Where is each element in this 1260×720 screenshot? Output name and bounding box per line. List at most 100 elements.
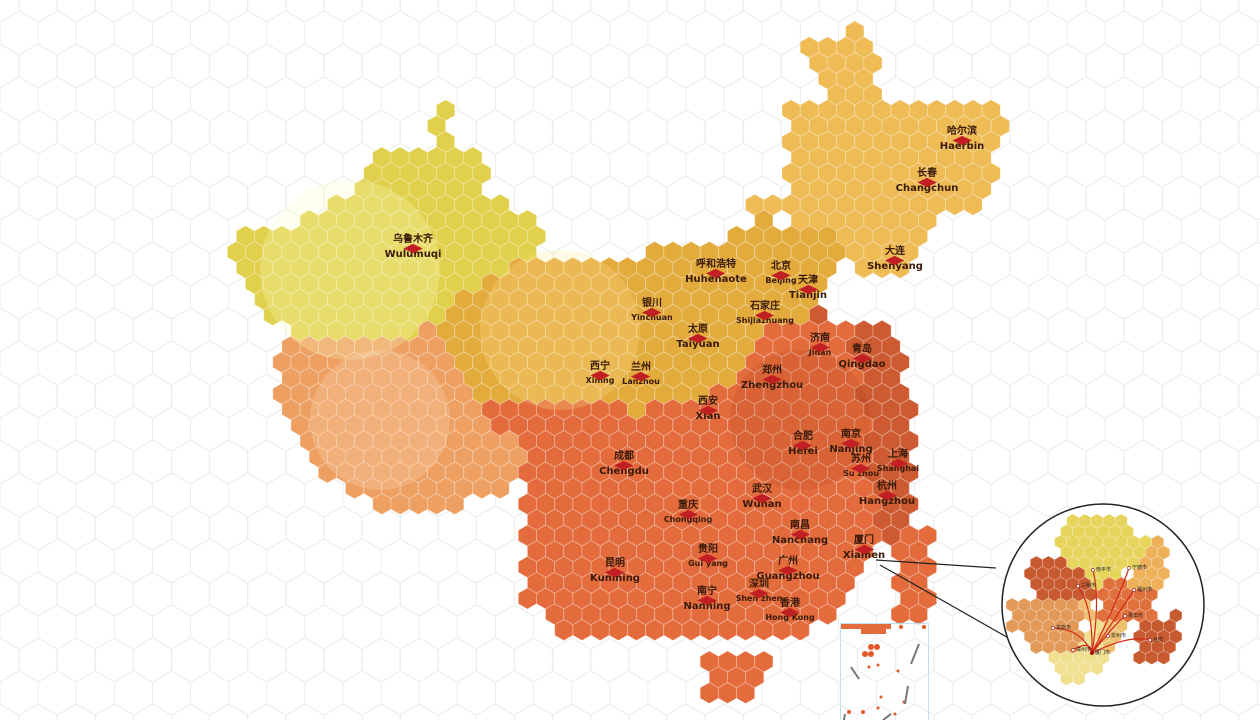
city-name-en: Shenyang: [867, 261, 923, 272]
hex-cell-northeast: [963, 193, 983, 216]
city-name-en: Chengdu: [599, 466, 649, 477]
city-name-en: Yinchuan: [631, 313, 673, 322]
city-name-en: Gui yang: [688, 559, 728, 568]
hex-cell-south: [818, 603, 837, 626]
city-nanjing[interactable]: 南京 Nanjing: [829, 430, 872, 455]
city-name-en: Zhengzhou: [740, 380, 804, 391]
city-name-en: Kunming: [590, 573, 640, 584]
city-name-en: Shen zhen: [735, 594, 783, 603]
city-xiamen[interactable]: 厦门 Xiamen: [843, 536, 885, 561]
city-suzhou[interactable]: 苏州 Su zhou: [843, 455, 879, 478]
city-name-zh: 厦门: [854, 535, 874, 546]
photo-overlay: [730, 350, 870, 490]
city-name-zh: 济南: [809, 333, 830, 344]
hex-cell-south: [790, 619, 810, 641]
city-name-en: Guangzhou: [756, 571, 820, 582]
city-name-zh: 昆明: [605, 558, 625, 569]
city-name-zh: 南京: [841, 429, 861, 440]
inset-city-label: 泉州市: [1111, 633, 1127, 639]
city-name-en: Tianjin: [788, 290, 828, 301]
city-name-zh: 成都: [613, 451, 634, 462]
city-shijiazhuang[interactable]: 石家庄 Shijiazhuang: [736, 302, 794, 325]
city-name-en: Hangzhou: [858, 496, 916, 507]
photo-overlay: [310, 350, 450, 490]
city-name-en: Haerbin: [939, 141, 985, 152]
hex-cell-west: [490, 477, 510, 500]
city-name-zh: 苏州: [850, 454, 871, 465]
city-name-en: Hong Kong: [765, 613, 815, 622]
city-xining[interactable]: 西宁 Xining: [586, 362, 615, 385]
city-guangzhou[interactable]: 广州 Guangzhou: [756, 557, 819, 582]
city-shenyang[interactable]: 大连 Shenyang: [867, 247, 923, 272]
city-changchun[interactable]: 长春 Changchun: [896, 169, 959, 194]
city-name-en: Jinan: [808, 348, 832, 357]
city-hangzhou[interactable]: 杭州 Hangzhou: [859, 482, 915, 507]
city-name-zh: 南宁: [697, 586, 717, 597]
city-name-en: Changchun: [895, 183, 959, 194]
city-name-en: Xiamen: [842, 550, 886, 561]
city-lanzhou[interactable]: 兰州 Lanzhou: [622, 363, 660, 386]
photo-overlay: [480, 250, 640, 410]
city-haerbin[interactable]: 哈尔滨 Haerbin: [940, 127, 985, 152]
city-name-en: Taiyuan: [676, 339, 720, 350]
city-jinan[interactable]: 济南 Jinan: [809, 334, 832, 357]
city-yinchuan[interactable]: 银川 Yinchuan: [631, 299, 672, 322]
city-guiyang[interactable]: 贵阳 Gui yang: [688, 545, 728, 568]
city-name-zh: 香港: [780, 598, 800, 609]
city-name-en: Shijiazhuang: [736, 316, 794, 325]
inset-city-label: 台湾: [1153, 637, 1164, 643]
city-name-zh: 重庆: [678, 500, 698, 511]
hex-cell-south: [908, 603, 928, 626]
city-shanghai[interactable]: 上海 Shanghai: [877, 450, 919, 473]
city-name-en: Su zhou: [843, 469, 879, 478]
city-beijing[interactable]: 北京 Beijing: [765, 262, 796, 285]
city-name-en: Chongqing: [663, 515, 713, 524]
inset-city-label: 福州市: [1137, 587, 1153, 593]
city-wuhan[interactable]: 武汉 Wuhan: [742, 485, 781, 510]
city-huhehaote[interactable]: 呼和浩特 Huhehaote: [685, 260, 747, 285]
city-name-zh: 郑州: [761, 365, 782, 376]
city-name-en: Beijing: [765, 276, 797, 285]
city-hefei[interactable]: 合肥 Hefei: [788, 432, 818, 457]
city-kunming[interactable]: 昆明 Kunming: [590, 559, 640, 584]
inset-city-label: 南平市: [1096, 567, 1112, 573]
city-name-zh: 太原: [688, 324, 708, 335]
city-name-zh: 北京: [770, 261, 791, 272]
city-name-zh: 石家庄: [749, 301, 780, 312]
city-nanchang[interactable]: 南昌 Nanchang: [772, 521, 828, 546]
city-tianjin[interactable]: 天津 Tianjin: [789, 276, 827, 301]
city-name-zh: 南昌: [790, 520, 810, 531]
city-shenzhen[interactable]: 深圳 Shen zhen: [736, 580, 783, 603]
inset-city-label: 龙岩市: [1056, 625, 1072, 631]
city-name-zh: 上海: [888, 449, 908, 460]
city-xian[interactable]: 西安 Xian: [695, 397, 720, 422]
city-name-en: Hefei: [788, 446, 818, 457]
photo-overlay: [260, 180, 440, 360]
city-wulumuqi[interactable]: 乌鲁木齐 Wulumuqi: [385, 235, 442, 260]
city-name-zh: 天津: [798, 275, 818, 286]
city-name-en: Xining: [585, 376, 615, 385]
city-chongqing[interactable]: 重庆 Chongqing: [664, 501, 712, 524]
city-name-en: Wulumuqi: [384, 249, 442, 260]
city-name-zh: 兰州: [630, 362, 651, 373]
city-name-zh: 深圳: [749, 579, 769, 590]
city-zhengzhou[interactable]: 郑州 Zhengzhou: [741, 366, 803, 391]
city-chengdu[interactable]: 成都 Chengdu: [599, 452, 649, 477]
city-name-en: Nanjing: [829, 444, 873, 455]
city-taiyuan[interactable]: 太原 Taiyuan: [676, 325, 719, 350]
city-nanning[interactable]: 南宁 Nanning: [683, 587, 730, 612]
inset-city-label: 莆田市: [1128, 613, 1144, 619]
city-name-en: Shanghai: [876, 464, 920, 473]
city-name-en: Huhehaote: [685, 274, 747, 285]
city-name-zh: 贵阳: [697, 544, 718, 555]
city-name-en: Nanchang: [771, 535, 829, 546]
city-qingdao[interactable]: 青岛 Qingdao: [839, 345, 886, 370]
city-hongkong[interactable]: 香港 Hong Kong: [765, 599, 814, 622]
city-name-zh: 乌鲁木齐: [392, 234, 433, 245]
city-name-en: Wuhan: [742, 499, 782, 510]
city-name-en: Nanning: [683, 601, 731, 612]
islands: [841, 624, 926, 720]
city-name-zh: 长春: [917, 168, 937, 179]
city-name-zh: 武汉: [751, 484, 772, 495]
